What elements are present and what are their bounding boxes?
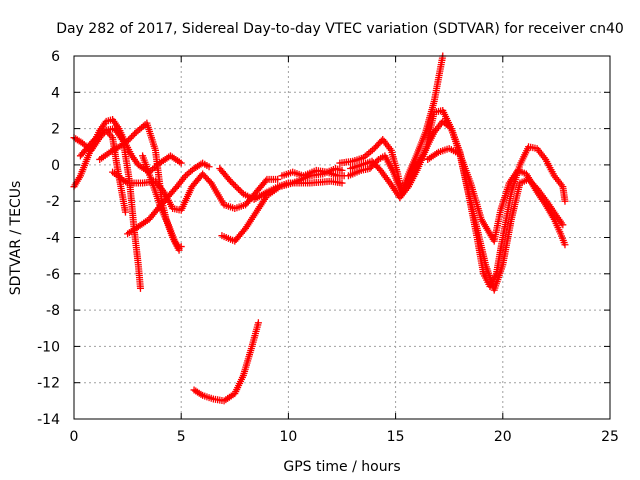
x-tick-label: 10 [279, 429, 297, 445]
data-point [90, 136, 98, 144]
y-tick-label: -2 [46, 194, 60, 210]
y-tick-label: 0 [51, 158, 60, 174]
data-point [238, 188, 246, 196]
x-tick-label: 20 [494, 429, 512, 445]
data-point [121, 139, 129, 147]
data-points [70, 52, 569, 405]
data-point [98, 128, 106, 136]
data-point [131, 130, 139, 138]
y-tick-label: 2 [51, 122, 60, 138]
data-point [129, 131, 137, 139]
data-point [233, 184, 241, 192]
series-track-9 [218, 165, 346, 245]
data-point [128, 133, 136, 141]
y-tick-label: 6 [51, 49, 60, 65]
series-track-10 [278, 166, 348, 180]
data-point [126, 134, 134, 142]
data-point [254, 319, 262, 327]
series-track-14 [347, 106, 569, 291]
chart-title: Day 282 of 2017, Sidereal Day-to-day VTE… [56, 21, 624, 37]
data-point [121, 208, 129, 216]
series-track-15 [424, 145, 569, 249]
data-point [228, 179, 236, 187]
series-track-6 [124, 159, 213, 238]
data-point [231, 182, 239, 190]
data-point [262, 177, 270, 185]
data-point [95, 131, 103, 139]
data-point [177, 243, 185, 251]
data-point [177, 159, 185, 167]
y-tick-label: -10 [37, 339, 60, 355]
y-tick-label: -12 [37, 376, 60, 392]
data-point [97, 130, 105, 138]
data-point [230, 180, 238, 188]
data-point [338, 179, 346, 187]
grid-lines [74, 56, 610, 419]
y-tick-label: -8 [46, 303, 60, 319]
x-axis-label: GPS time / hours [283, 459, 400, 475]
axis-ticks [73, 55, 611, 420]
y-tick-label: -14 [37, 412, 60, 428]
y-tick-label: 4 [51, 85, 60, 101]
x-tick-label: 0 [70, 429, 79, 445]
data-point [94, 133, 102, 141]
series-track-11 [190, 319, 262, 405]
y-axis-label: SDTVAR / TECUs [8, 181, 24, 296]
data-point [136, 284, 144, 292]
data-point [227, 177, 235, 185]
data-point [561, 197, 569, 205]
data-point [236, 187, 244, 195]
data-point [561, 241, 569, 249]
data-point [559, 221, 567, 229]
x-tick-label: 5 [177, 429, 186, 445]
tick-labels: 0 5 10 15 20 25 -14 -12 -10 -8 -6 -4 -2 0 2 4 6 [37, 49, 619, 445]
y-tick-label: -6 [46, 267, 60, 283]
data-point [205, 163, 213, 171]
data-point [92, 134, 100, 142]
series-track-12 [336, 52, 447, 196]
data-point [274, 175, 282, 183]
y-tick-label: -4 [46, 231, 60, 247]
x-tick-label: 15 [387, 429, 405, 445]
data-point [125, 136, 133, 144]
x-tick-label: 25 [601, 429, 619, 445]
series-track-2 [70, 126, 129, 216]
data-point [87, 139, 95, 147]
series-track-7 [139, 152, 185, 252]
data-point [89, 138, 97, 146]
data-point [235, 185, 243, 193]
data-point [123, 138, 131, 146]
